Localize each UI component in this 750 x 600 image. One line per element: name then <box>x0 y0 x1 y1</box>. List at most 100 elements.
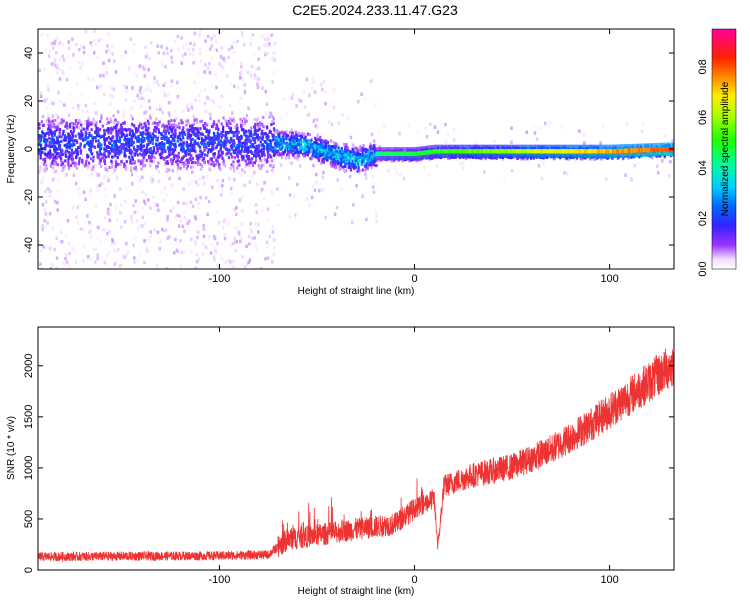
heatmap-speck <box>244 117 248 122</box>
heatmap-cell <box>38 136 41 140</box>
heatmap-cell <box>168 142 172 146</box>
heatmap-speck <box>493 139 496 143</box>
heatmap-speck <box>39 181 43 185</box>
heatmap-cell <box>228 151 231 155</box>
heatmap-speck <box>76 205 80 210</box>
heatmap-speck <box>216 178 219 183</box>
heatmap-cell <box>160 137 163 140</box>
heatmap-cell <box>152 146 155 150</box>
heatmap-cell <box>390 159 393 163</box>
heatmap-cell <box>41 151 44 154</box>
heatmap-cell <box>55 147 58 151</box>
heatmap-speck <box>203 101 207 105</box>
heatmap-cell <box>104 129 107 133</box>
heatmap-speck <box>407 123 410 128</box>
heatmap-speck <box>71 246 74 251</box>
heatmap-cell <box>95 127 98 131</box>
heatmap-cell <box>319 143 323 147</box>
heatmap-cell <box>53 133 56 137</box>
heatmap-cell <box>250 150 254 154</box>
heatmap-speck <box>160 44 163 49</box>
heatmap-speck <box>149 176 152 181</box>
heatmap-speck <box>668 174 671 178</box>
heatmap-speck <box>172 205 175 210</box>
heatmap-speck <box>248 180 252 184</box>
heatmap-cell <box>135 168 138 172</box>
heatmap-speck <box>41 227 44 232</box>
heatmap-speck <box>133 42 136 47</box>
heatmap-speck <box>243 183 247 188</box>
heatmap-cell <box>212 131 216 135</box>
heatmap-cell <box>302 152 305 156</box>
heatmap-speck <box>95 148 99 153</box>
heatmap-speck <box>197 93 201 98</box>
heatmap-cell <box>195 154 198 158</box>
heatmap-cell <box>42 147 45 150</box>
heatmap-cell <box>44 146 47 150</box>
heatmap-speck <box>242 77 245 82</box>
heatmap-speck <box>241 209 244 213</box>
heatmap-speck <box>197 202 201 206</box>
heatmap-cell <box>349 168 353 172</box>
heatmap-speck <box>312 163 315 168</box>
heatmap-cell <box>239 152 242 156</box>
heatmap-speck <box>65 260 69 264</box>
heatmap-speck <box>79 227 82 231</box>
heatmap-cell <box>209 113 212 117</box>
heatmap-speck <box>277 187 281 192</box>
heatmap-cell <box>86 128 89 131</box>
heatmap-cell <box>352 143 355 147</box>
heatmap-cell <box>134 127 137 131</box>
heatmap-cell <box>215 123 219 127</box>
heatmap-speck <box>183 209 186 214</box>
heatmap-cell <box>65 135 69 139</box>
heatmap-cell <box>149 116 152 120</box>
heatmap-cell <box>49 123 52 127</box>
heatmap-cell <box>361 150 364 154</box>
heatmap-speck <box>199 135 202 139</box>
heatmap-cell <box>107 121 110 124</box>
heatmap-speck <box>254 244 257 248</box>
heatmap-cell <box>50 120 53 124</box>
heatmap-speck <box>67 241 71 245</box>
heatmap-speck <box>94 163 97 168</box>
heatmap-cell <box>353 158 356 162</box>
heatmap-speck <box>82 50 86 55</box>
heatmap-speck <box>96 112 99 116</box>
heatmap-speck <box>599 141 602 145</box>
heatmap-cell <box>55 141 58 145</box>
heatmap-cell <box>299 134 302 138</box>
heatmap-speck <box>208 71 212 75</box>
heatmap-cell <box>303 136 306 140</box>
heatmap-speck <box>365 176 368 180</box>
heatmap-speck <box>94 204 97 208</box>
heatmap-cell <box>209 117 212 121</box>
heatmap-cell <box>251 136 254 140</box>
heatmap-cell <box>197 133 200 137</box>
heatmap-cell <box>51 131 54 135</box>
heatmap-speck <box>216 241 219 246</box>
heatmap-cell <box>213 155 216 159</box>
heatmap-speck <box>416 130 420 135</box>
heatmap-speck <box>324 101 327 106</box>
heatmap-cell <box>224 134 227 138</box>
heatmap-cell <box>139 159 142 163</box>
heatmap-cell <box>118 135 121 139</box>
heatmap-speck <box>335 205 339 210</box>
heatmap-cell <box>290 150 293 154</box>
heatmap-cell <box>116 156 119 159</box>
heatmap-speck <box>256 222 260 226</box>
heatmap-speck <box>206 34 210 39</box>
heatmap-cell <box>288 138 292 142</box>
heatmap-speck <box>229 83 232 87</box>
heatmap-cell <box>64 125 67 129</box>
heatmap-cell <box>82 162 85 166</box>
heatmap-speck <box>161 227 164 232</box>
heatmap-speck <box>176 34 180 39</box>
heatmap-speck <box>204 39 207 43</box>
heatmap-speck <box>55 51 58 55</box>
heatmap-cell <box>153 156 156 160</box>
heatmap-cell <box>319 135 322 139</box>
heatmap-cell <box>368 163 371 167</box>
heatmap-speck <box>240 70 243 74</box>
